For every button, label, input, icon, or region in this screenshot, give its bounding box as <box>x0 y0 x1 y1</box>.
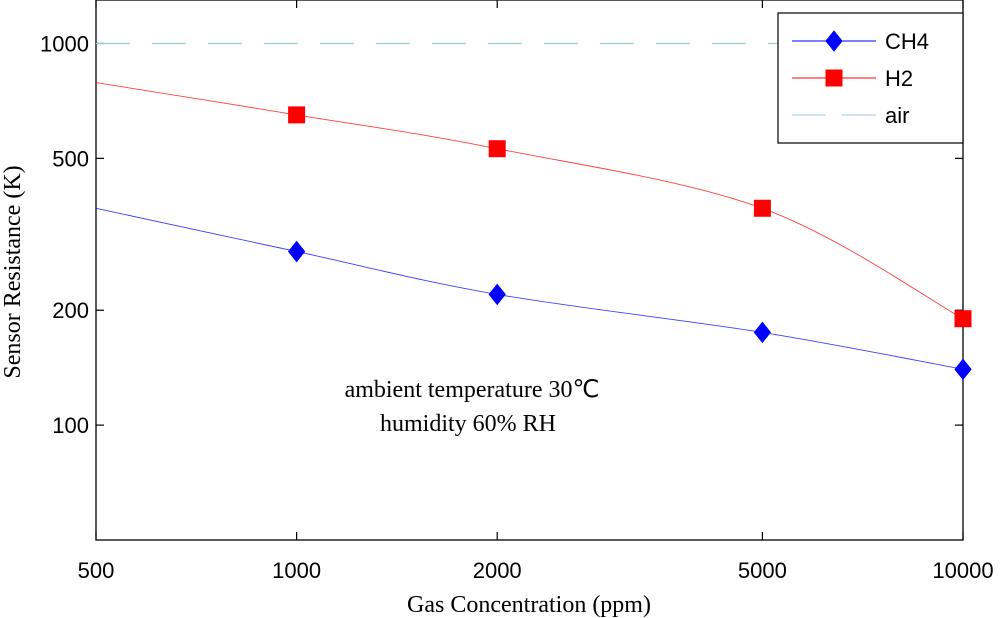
legend-ch4-label: CH4 <box>885 29 929 54</box>
x-tick-label: 2000 <box>473 558 522 583</box>
x-tick-label: 5000 <box>738 558 787 583</box>
annotation-humidity: humidity 60% RH <box>380 411 556 437</box>
x-axis-ticks: 500 1000 2000 5000 10000 <box>78 0 994 583</box>
legend-ch4-marker <box>825 30 843 52</box>
legend-h2-marker <box>825 69 843 87</box>
series-h2-point <box>753 199 771 217</box>
series-ch4-point <box>954 358 972 381</box>
y-tick-label: 100 <box>52 413 89 438</box>
series-h2-point <box>954 310 972 328</box>
y-tick-label: 1000 <box>40 31 89 56</box>
series-ch4-point <box>488 283 506 306</box>
y-tick-label: 500 <box>52 146 89 171</box>
series-ch4-point <box>753 321 772 344</box>
series-ch4-point <box>287 240 306 263</box>
y-axis-title: Sensor Resistance (K) <box>0 165 26 378</box>
series-h2-point <box>288 106 306 124</box>
x-axis-title: Gas Concentration (ppm) <box>407 592 651 618</box>
y-axis-ticks: 100 200 500 1000 <box>40 31 963 438</box>
annotation-temperature: ambient temperature 30℃ <box>345 377 600 403</box>
x-tick-label: 10000 <box>932 558 993 583</box>
y-tick-label: 200 <box>52 298 89 323</box>
x-tick-label: 1000 <box>272 558 321 583</box>
x-tick-label: 500 <box>78 558 115 583</box>
legend: CH4 H2 air <box>777 12 964 144</box>
legend-h2-label: H2 <box>885 66 913 91</box>
legend-air-label: air <box>885 103 909 128</box>
series-layer <box>95 42 972 381</box>
legend-items: CH4 H2 air <box>792 29 929 128</box>
series-h2-point <box>488 140 506 158</box>
